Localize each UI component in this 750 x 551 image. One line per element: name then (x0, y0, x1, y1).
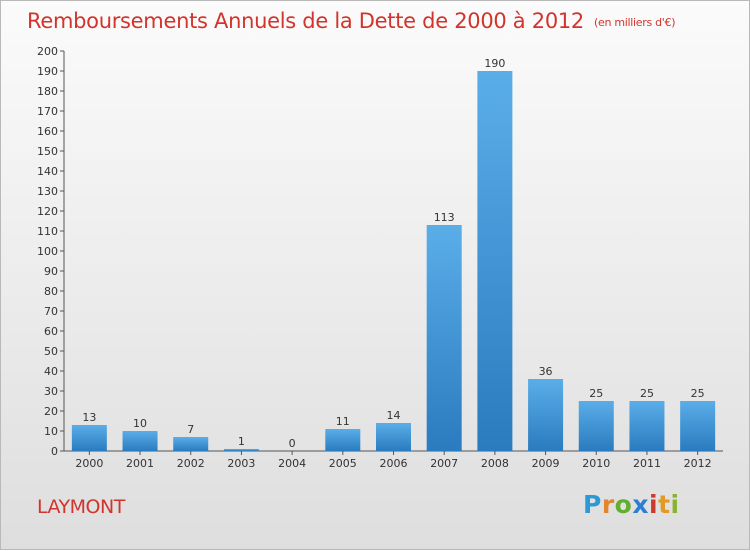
y-tick-label: 10 (44, 425, 58, 438)
bar-value-label: 1 (238, 435, 245, 448)
bar-value-label: 25 (589, 387, 603, 400)
x-tick-label: 2010 (582, 457, 610, 470)
x-tick-label: 2005 (329, 457, 357, 470)
municipality-name: LAYMONT (37, 496, 125, 518)
bar (325, 429, 361, 451)
bar-value-label: 0 (289, 437, 296, 450)
bar-value-label: 190 (484, 57, 505, 70)
y-tick-label: 40 (44, 365, 58, 378)
y-tick-label: 50 (44, 345, 58, 358)
bar-value-label: 10 (133, 417, 147, 430)
x-tick-label: 2002 (177, 457, 205, 470)
chart-unit: (en milliers d'€) (594, 16, 676, 29)
bar (528, 379, 564, 451)
y-tick-label: 0 (51, 445, 58, 458)
chart-title-text: Remboursements Annuels de la Dette de 20… (27, 9, 584, 33)
y-tick-label: 100 (37, 245, 58, 258)
y-tick-label: 70 (44, 305, 58, 318)
x-tick-label: 2004 (278, 457, 306, 470)
proxiti-logo: Proxiti (583, 490, 680, 519)
bar-value-label: 7 (187, 423, 194, 436)
y-tick-label: 140 (37, 165, 58, 178)
y-tick-label: 150 (37, 145, 58, 158)
y-tick-label: 60 (44, 325, 58, 338)
y-tick-label: 180 (37, 85, 58, 98)
x-tick-label: 2001 (126, 457, 154, 470)
bar-value-label: 25 (691, 387, 705, 400)
y-tick-label: 170 (37, 105, 58, 118)
bar (173, 437, 209, 451)
x-tick-label: 2009 (532, 457, 560, 470)
bar (680, 401, 716, 451)
bar (122, 431, 158, 451)
bar-value-label: 11 (336, 415, 350, 428)
y-tick-label: 120 (37, 205, 58, 218)
bar-value-label: 13 (82, 411, 96, 424)
y-tick-label: 20 (44, 405, 58, 418)
bar (578, 401, 614, 451)
x-tick-label: 2007 (430, 457, 458, 470)
bar (426, 225, 462, 451)
bar-value-label: 113 (434, 211, 455, 224)
y-tick-label: 130 (37, 185, 58, 198)
x-tick-label: 2006 (380, 457, 408, 470)
x-tick-label: 2008 (481, 457, 509, 470)
y-tick-label: 200 (37, 45, 58, 58)
bar (477, 71, 513, 451)
bar-value-label: 14 (387, 409, 401, 422)
bar-value-label: 36 (539, 365, 553, 378)
x-tick-label: 2011 (633, 457, 661, 470)
y-tick-label: 160 (37, 125, 58, 138)
y-tick-label: 80 (44, 285, 58, 298)
y-tick-label: 30 (44, 385, 58, 398)
x-tick-label: 2003 (227, 457, 255, 470)
bar (376, 423, 411, 451)
y-tick-label: 110 (37, 225, 58, 238)
bar (629, 401, 665, 451)
y-tick-label: 90 (44, 265, 58, 278)
x-tick-label: 2000 (75, 457, 103, 470)
bar (223, 449, 259, 451)
bar (71, 425, 107, 451)
y-tick-label: 190 (37, 65, 58, 78)
x-tick-label: 2012 (684, 457, 712, 470)
chart-title: Remboursements Annuels de la Dette de 20… (27, 9, 675, 33)
bar-value-label: 25 (640, 387, 654, 400)
